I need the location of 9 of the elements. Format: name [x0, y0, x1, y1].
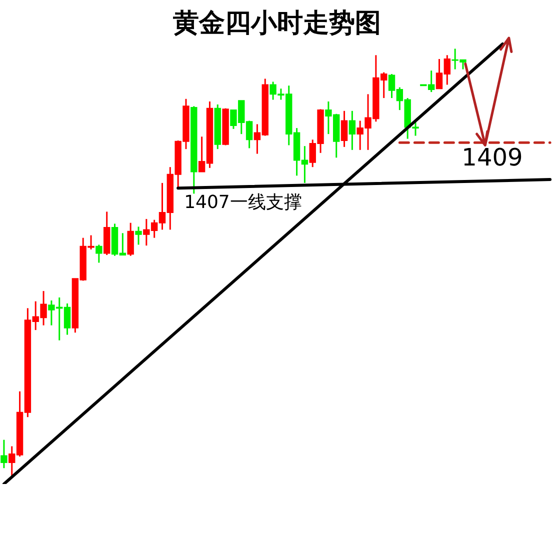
candlestick [96, 244, 102, 264]
candlestick [127, 222, 134, 257]
candlestick [348, 110, 356, 151]
candlestick [135, 226, 142, 246]
series-label: 1407一线支撑 [184, 192, 302, 214]
legend-label: 1409 [462, 144, 523, 172]
candlestick [0, 439, 8, 469]
candlestick [340, 110, 348, 148]
chart-title: 黄金四小时走势图 [172, 8, 381, 38]
